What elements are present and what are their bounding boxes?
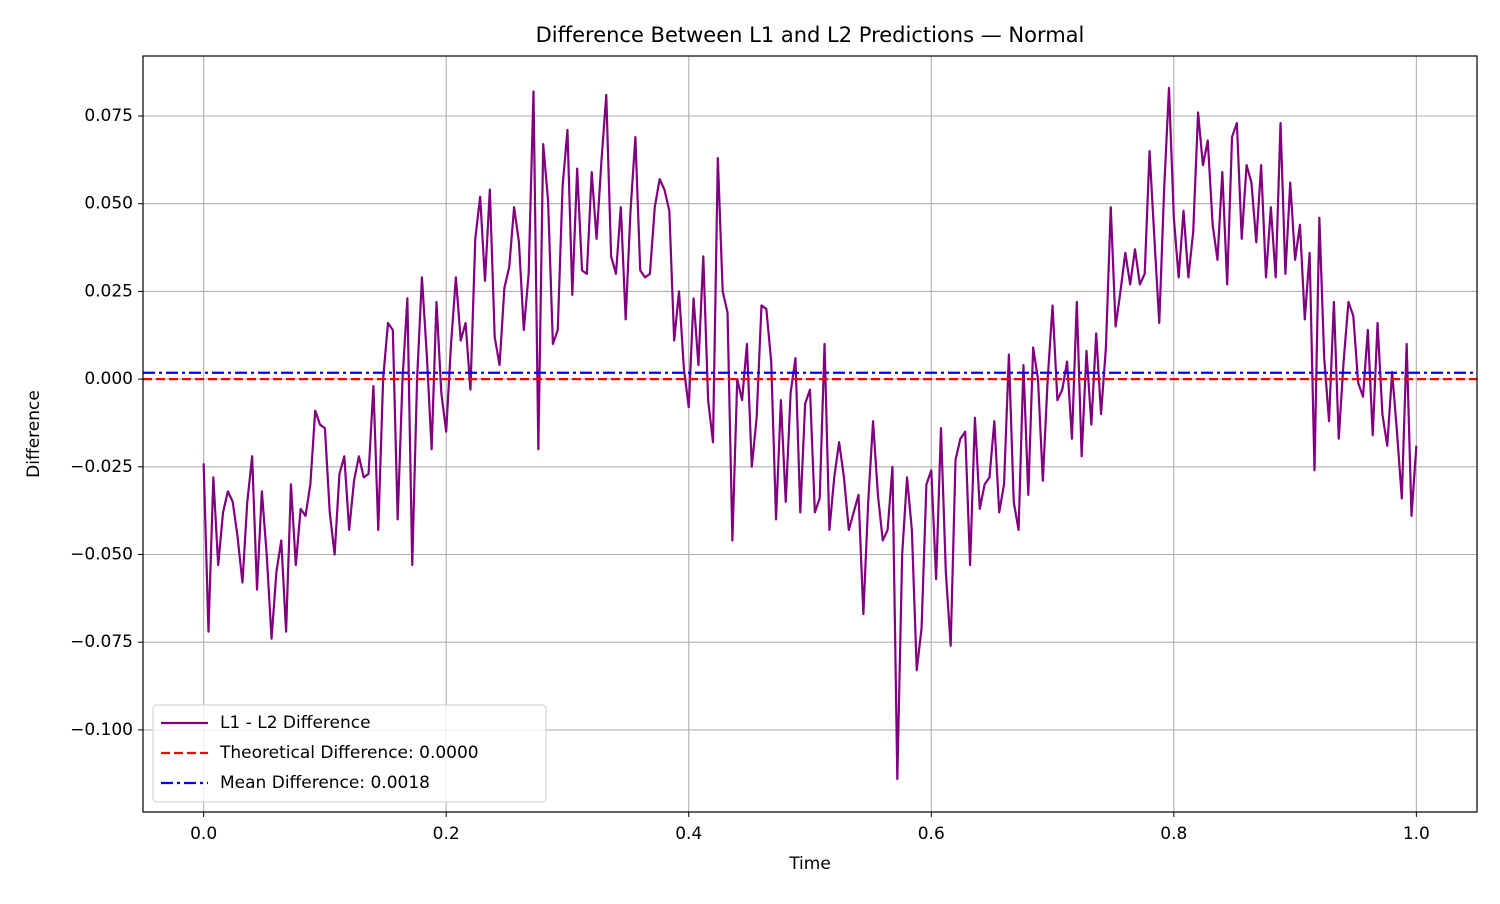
y-tick-label: −0.075 [70, 632, 133, 652]
legend-label: Mean Difference: 0.0018 [220, 773, 430, 793]
y-tick-label: 0.075 [84, 106, 133, 126]
x-axis-label: Time [788, 854, 831, 874]
legend-box [152, 704, 547, 803]
chart-title: Difference Between L1 and L2 Predictions… [536, 23, 1085, 47]
y-tick-label: −0.025 [70, 457, 133, 477]
y-tick-label: −0.050 [70, 545, 133, 565]
x-tick-label: 0.0 [190, 824, 217, 844]
x-tick-label: 0.4 [675, 824, 702, 844]
data-line [202, 86, 1418, 781]
legend-label: L1 - L2 Difference [220, 713, 371, 733]
y-tick-label: 0.050 [84, 194, 133, 214]
plot-frame [142, 55, 1478, 813]
y-tick-label: 0.025 [84, 281, 133, 301]
x-tick-label: 0.2 [433, 824, 460, 844]
x-tick-label: 1.0 [1403, 824, 1430, 844]
y-axis-label: Difference [24, 390, 44, 478]
legend-label: Theoretical Difference: 0.0000 [219, 743, 479, 763]
legend: L1 - L2 Difference Theoretical Difference… [152, 704, 547, 803]
x-tick-label: 0.6 [918, 824, 945, 844]
y-tick-label: 0.000 [84, 369, 133, 389]
x-tick-label: 0.8 [1160, 824, 1187, 844]
y-tick-label: −0.100 [70, 720, 133, 740]
